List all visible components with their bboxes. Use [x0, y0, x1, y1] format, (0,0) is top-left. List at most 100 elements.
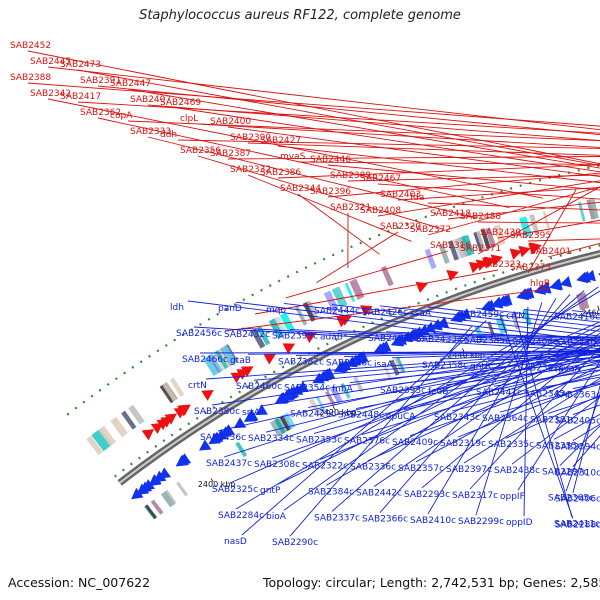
forward-gene-arrow [282, 343, 296, 355]
gene-label: SAB2342 [30, 89, 71, 99]
forward-gene-arrow [529, 242, 542, 254]
feature-tile [331, 286, 348, 308]
label-leader-line [259, 351, 600, 407]
gene-label: fda [410, 193, 424, 203]
gene-label: SAB2405c [555, 417, 600, 427]
gene-label: SAB2357c [398, 464, 444, 474]
tick-mark [332, 405, 336, 411]
gene-label: SAB2411c [554, 519, 600, 529]
gene-label: opuCA [386, 412, 416, 422]
reverse-gene-arrow [175, 455, 189, 467]
feature-tile [162, 382, 178, 402]
feature-tile [221, 344, 237, 366]
label-leader-line [127, 88, 600, 169]
gene-label: SAB2333 [130, 127, 171, 137]
label-leader-line [247, 142, 600, 156]
gene-label: SAB2371 [460, 244, 501, 254]
gene-label: SAB2323 [480, 260, 521, 270]
gene-label: SAB2427 [260, 136, 301, 146]
label-leader-line [289, 325, 473, 537]
label-leader-line [379, 294, 571, 513]
label-leader-line [47, 66, 600, 131]
label-leader-line [97, 117, 510, 209]
gene-label: SAB2441c [476, 388, 522, 398]
label-leader-line [297, 161, 600, 165]
gene-label: SAB2457c [368, 334, 414, 344]
forward-gene-arrow [415, 281, 428, 293]
feature-tile [121, 410, 137, 430]
label-leader-line [265, 349, 600, 433]
label-leader-line [295, 349, 600, 356]
label-leader-line [497, 219, 600, 239]
label-leader-line [377, 183, 600, 200]
gene-label: SAB2284c [218, 511, 264, 521]
label-leader-line [377, 180, 600, 217]
gene-label: SAB2395 [510, 231, 551, 241]
label-leader-line [327, 172, 600, 198]
gene-label: gntR [470, 362, 491, 372]
feature-tile [381, 363, 392, 380]
gene-label: mqo [266, 305, 286, 315]
genome-summary-label: Topology: circular; Length: 2,742,531 bp… [263, 575, 600, 590]
reverse-gene-arrow [378, 340, 392, 352]
gene-label: SAB2390 [230, 133, 271, 143]
label-leader-line [77, 69, 600, 166]
gene-label: SAB2401 [530, 247, 571, 257]
gene-label: SAB2344 [280, 184, 321, 194]
label-leader-line [463, 377, 600, 464]
gene-label: SAB2320 [380, 222, 421, 232]
feature-tile [577, 201, 586, 222]
feature-tile [110, 416, 128, 438]
gene-label: SAB2426c [362, 308, 408, 318]
label-leader-line [27, 82, 600, 127]
label-leader-line [445, 363, 600, 386]
gene-label: SAB2389 [330, 171, 371, 181]
gene-label: SAB2373 [510, 263, 551, 273]
gene-label: SAB2466c [182, 355, 228, 365]
feature-tile [98, 425, 117, 447]
label-leader-line [307, 355, 600, 408]
reverse-gene-arrow [453, 310, 467, 322]
gene-label: SAB2382c [278, 357, 324, 367]
gene-label: SAB2460c [236, 382, 282, 392]
tick-mark [597, 305, 600, 310]
feature-tile [169, 377, 185, 397]
figure-title: Staphylococcus aureus RF122, complete ge… [139, 8, 461, 23]
label-leader-line [205, 350, 600, 380]
gene-label: SAB2429c [290, 409, 336, 419]
forward-gene-arrow [164, 413, 177, 425]
gene-label: srtA [242, 408, 261, 418]
label-leader-line [559, 425, 600, 466]
gene-label: SAB2343c [434, 413, 480, 423]
forward-gene-arrow [177, 405, 190, 417]
reverse-gene-arrow [320, 368, 334, 380]
gene-label: SAB2397c [446, 465, 492, 475]
feature-tile [128, 404, 145, 425]
forward-gene-arrow [263, 353, 276, 365]
label-leader-line [477, 186, 600, 255]
label-leader-line [177, 107, 600, 173]
gene-label: SAB2448c [338, 411, 384, 421]
feature-tile [91, 430, 111, 452]
feature-tile [480, 229, 491, 250]
label-leader-line [227, 126, 600, 178]
gene-label: SAB2438c [494, 466, 540, 476]
gene-label: ldh [170, 303, 184, 313]
gene-label: SAB2334c [248, 434, 294, 444]
gene-label: SAB2440c [555, 339, 600, 349]
label-leader-line [361, 361, 600, 436]
feature-tile [315, 395, 326, 412]
feature-tile [438, 243, 450, 264]
gene-label: SAB2372 [410, 225, 451, 235]
gene-label: SAB2345c [524, 389, 570, 399]
feature-tile [256, 325, 271, 346]
gene-label: SAB2337c [314, 513, 360, 523]
label-leader-line [343, 349, 600, 358]
label-leader-line [283, 302, 600, 342]
gene-label: SAB2456c [176, 329, 222, 339]
gene-label: SAB2381c [530, 415, 576, 425]
forward-gene-arrow [475, 259, 489, 271]
reverse-gene-arrow [219, 426, 232, 438]
